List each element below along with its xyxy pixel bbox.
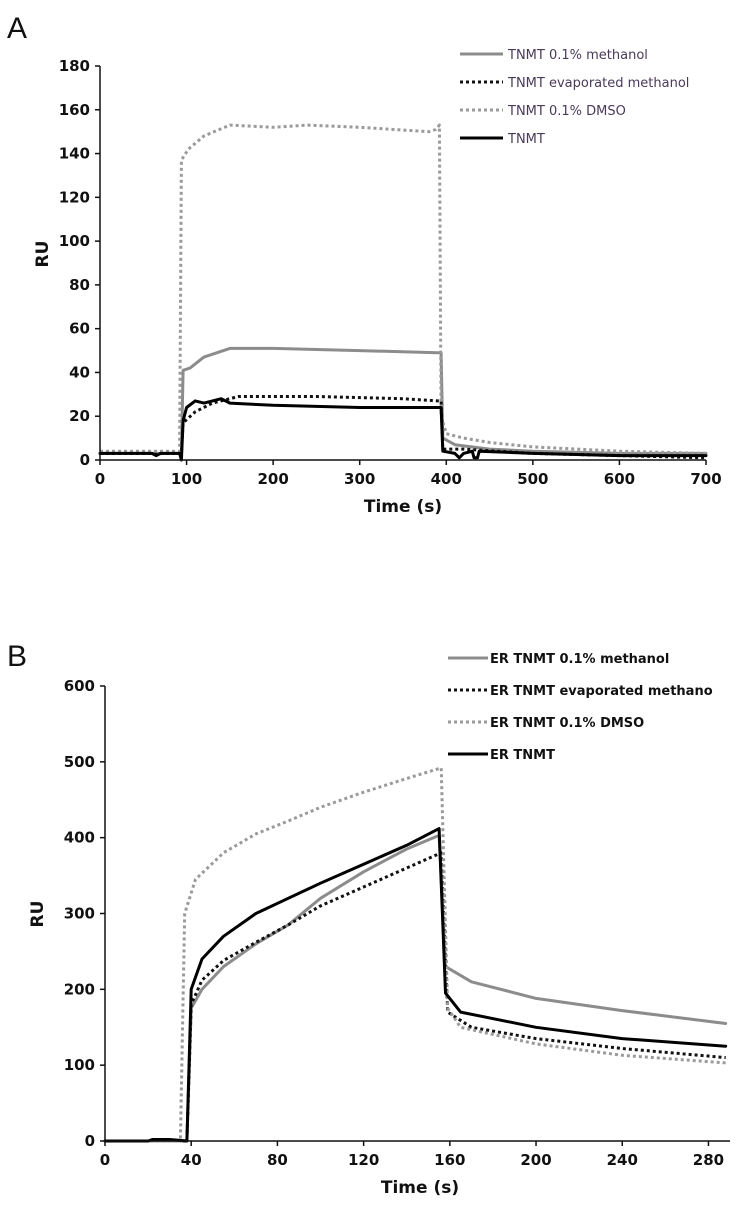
x-tick-label: 240 <box>607 1151 638 1169</box>
y-tick-label: 20 <box>69 407 90 425</box>
x-axis-ticks: 0 100 200 300 400 500 600 700 <box>95 460 722 488</box>
series-line-4 <box>98 397 708 462</box>
legend-entry: ER TNMT 0.1% methanol <box>448 652 669 667</box>
y-axis-label: RU <box>33 241 53 268</box>
series-line-1 <box>103 833 728 1143</box>
plot-area <box>98 123 708 462</box>
legend: TNMT 0.1% methanol TNMT evaporated metha… <box>460 48 689 147</box>
legend-entry: TNMT 0.1% methanol <box>460 48 648 63</box>
panel-letter: A <box>7 12 27 45</box>
x-tick-label: 100 <box>171 470 202 488</box>
x-tick-label: 120 <box>348 1151 379 1169</box>
legend-label: ER TNMT <box>490 748 555 763</box>
series-line-3 <box>100 123 707 455</box>
series-line-1 <box>98 346 708 455</box>
x-axis-ticks: 0 40 80 120 160 200 240 280 <box>100 1141 724 1169</box>
x-tick-label: 200 <box>520 1151 551 1169</box>
y-tick-label: 100 <box>59 232 90 250</box>
y-tick-label: 100 <box>64 1056 95 1074</box>
legend-entry: TNMT <box>460 132 545 147</box>
legend-entry: ER TNMT 0.1% DMSO <box>448 716 644 731</box>
legend: ER TNMT 0.1% methanol ER TNMT evaporated… <box>448 652 713 763</box>
legend-entry: TNMT evaporated methanol <box>460 76 689 91</box>
plot-area <box>103 766 728 1143</box>
y-tick-label: 160 <box>59 101 90 119</box>
legend-label: TNMT 0.1% DMSO <box>507 104 626 119</box>
x-tick-label: 600 <box>604 470 635 488</box>
series-line-3 <box>105 766 726 1143</box>
chart-panel-a: A 0 100 200 300 400 500 600 700 0 20 40 60 80 100 120… <box>7 12 722 517</box>
y-tick-label: 0 <box>80 451 90 469</box>
y-axis-ticks: 0 100 200 300 400 500 600 <box>64 677 105 1150</box>
legend-label: ER TNMT 0.1% DMSO <box>490 716 644 731</box>
x-tick-label: 200 <box>257 470 288 488</box>
x-tick-label: 40 <box>181 1151 202 1169</box>
panel-letter: B <box>7 640 27 673</box>
legend-entry: ER TNMT <box>448 748 555 763</box>
x-tick-label: 160 <box>434 1151 465 1169</box>
legend-label: TNMT evaporated methanol <box>507 76 689 91</box>
y-tick-label: 40 <box>69 363 90 381</box>
y-tick-label: 140 <box>59 145 90 163</box>
series-line-2 <box>105 851 726 1143</box>
y-tick-label: 300 <box>64 905 95 923</box>
y-tick-label: 60 <box>69 320 90 338</box>
y-tick-label: 500 <box>64 753 95 771</box>
y-tick-label: 200 <box>64 980 95 998</box>
x-tick-label: 400 <box>431 470 462 488</box>
y-tick-label: 600 <box>64 677 95 695</box>
x-tick-label: 700 <box>690 470 721 488</box>
y-tick-label: 400 <box>64 829 95 847</box>
legend-label: TNMT <box>507 132 545 147</box>
legend-label: ER TNMT 0.1% methanol <box>490 652 669 667</box>
y-tick-label: 180 <box>59 57 90 75</box>
legend-entry: TNMT 0.1% DMSO <box>460 104 626 119</box>
x-axis-label: Time (s) <box>364 497 442 517</box>
x-tick-label: 80 <box>267 1151 288 1169</box>
legend-label: TNMT 0.1% methanol <box>507 48 648 63</box>
y-axis-label: RU <box>28 901 48 928</box>
x-tick-label: 280 <box>693 1151 724 1169</box>
legend-label: ER TNMT evaporated methano <box>490 684 713 699</box>
y-axis-ticks: 0 20 40 60 80 100 120 140 160 180 <box>59 57 100 469</box>
x-tick-label: 0 <box>100 1151 110 1169</box>
y-tick-label: 80 <box>69 276 90 294</box>
x-tick-label: 500 <box>517 470 548 488</box>
y-tick-label: 120 <box>59 188 90 206</box>
legend-entry: ER TNMT evaporated methano <box>448 684 713 699</box>
series-line-4 <box>103 827 728 1143</box>
x-tick-label: 300 <box>344 470 375 488</box>
x-axis-label: Time (s) <box>381 1178 459 1198</box>
chart-panel-b: B 0 40 80 120 160 200 240 280 0 100 200 300 400 500 6… <box>7 640 730 1198</box>
x-tick-label: 0 <box>95 470 105 488</box>
y-tick-label: 0 <box>85 1132 95 1150</box>
